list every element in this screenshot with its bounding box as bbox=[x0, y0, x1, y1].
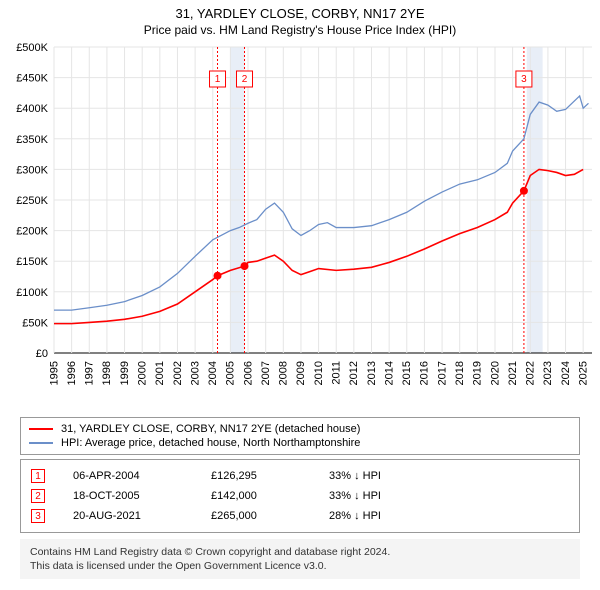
sale-date: 20-AUG-2021 bbox=[73, 510, 183, 522]
svg-text:2014: 2014 bbox=[383, 361, 395, 385]
sale-diff: 28% ↓ HPI bbox=[329, 510, 439, 522]
footer-line: Contains HM Land Registry data © Crown c… bbox=[30, 545, 570, 559]
svg-text:2025: 2025 bbox=[577, 361, 589, 385]
sale-marker-icon: 3 bbox=[31, 509, 45, 523]
svg-text:2005: 2005 bbox=[225, 361, 237, 385]
chart-svg: £0 £50K £100K £150K £200K £250K £300K £350K £400… bbox=[0, 41, 600, 411]
svg-text:£200K: £200K bbox=[16, 226, 48, 238]
legend-label: HPI: Average price, detached house, Nort… bbox=[61, 437, 360, 449]
svg-text:2015: 2015 bbox=[401, 361, 413, 385]
svg-text:2006: 2006 bbox=[242, 361, 254, 385]
title-subtitle: Price paid vs. HM Land Registry's House … bbox=[0, 23, 600, 37]
footer-attribution: Contains HM Land Registry data © Crown c… bbox=[20, 539, 580, 579]
svg-text:2021: 2021 bbox=[507, 361, 519, 385]
svg-text:2004: 2004 bbox=[207, 361, 219, 385]
svg-text:2024: 2024 bbox=[560, 361, 572, 385]
title-block: 31, YARDLEY CLOSE, CORBY, NN17 2YE Price… bbox=[0, 0, 600, 41]
svg-text:2018: 2018 bbox=[454, 361, 466, 385]
svg-text:£450K: £450K bbox=[16, 73, 48, 85]
svg-text:2023: 2023 bbox=[542, 361, 554, 385]
svg-text:2002: 2002 bbox=[172, 361, 184, 385]
svg-text:£0: £0 bbox=[36, 348, 48, 360]
svg-text:£150K: £150K bbox=[16, 256, 48, 268]
sale-marker-icon: 2 bbox=[31, 489, 45, 503]
legend-swatch bbox=[29, 428, 53, 430]
sale-diff: 33% ↓ HPI bbox=[329, 470, 439, 482]
legend: 31, YARDLEY CLOSE, CORBY, NN17 2YE (deta… bbox=[20, 417, 580, 455]
sale-marker-icon: 1 bbox=[31, 469, 45, 483]
svg-text:£250K: £250K bbox=[16, 195, 48, 207]
svg-text:1997: 1997 bbox=[84, 361, 96, 385]
svg-text:2022: 2022 bbox=[525, 361, 537, 385]
svg-text:£400K: £400K bbox=[16, 103, 48, 115]
legend-swatch bbox=[29, 442, 53, 444]
svg-text:2010: 2010 bbox=[313, 361, 325, 385]
sale-row: 2 18-OCT-2005 £142,000 33% ↓ HPI bbox=[31, 486, 569, 506]
svg-text:2007: 2007 bbox=[260, 361, 272, 385]
sale-date: 18-OCT-2005 bbox=[73, 490, 183, 502]
sale-row: 3 20-AUG-2021 £265,000 28% ↓ HPI bbox=[31, 506, 569, 526]
legend-label: 31, YARDLEY CLOSE, CORBY, NN17 2YE (deta… bbox=[61, 423, 360, 435]
svg-text:2000: 2000 bbox=[136, 361, 148, 385]
svg-text:2019: 2019 bbox=[472, 361, 484, 385]
footer-line: This data is licensed under the Open Gov… bbox=[30, 559, 570, 573]
svg-text:2003: 2003 bbox=[189, 361, 201, 385]
svg-text:2016: 2016 bbox=[419, 361, 431, 385]
svg-text:1998: 1998 bbox=[101, 361, 113, 385]
svg-text:£300K: £300K bbox=[16, 164, 48, 176]
title-address: 31, YARDLEY CLOSE, CORBY, NN17 2YE bbox=[0, 6, 600, 21]
svg-text:1: 1 bbox=[215, 74, 221, 85]
svg-text:2009: 2009 bbox=[295, 361, 307, 385]
sale-price: £142,000 bbox=[211, 490, 301, 502]
sale-diff: 33% ↓ HPI bbox=[329, 490, 439, 502]
svg-text:£100K: £100K bbox=[16, 287, 48, 299]
svg-text:2020: 2020 bbox=[489, 361, 501, 385]
svg-text:3: 3 bbox=[521, 74, 527, 85]
sales-table: 1 06-APR-2004 £126,295 33% ↓ HPI 2 18-OC… bbox=[20, 459, 580, 533]
legend-item: HPI: Average price, detached house, Nort… bbox=[29, 436, 571, 450]
svg-text:2: 2 bbox=[242, 74, 248, 85]
svg-text:£350K: £350K bbox=[16, 134, 48, 146]
svg-text:1995: 1995 bbox=[48, 361, 60, 385]
svg-text:2008: 2008 bbox=[278, 361, 290, 385]
svg-text:1996: 1996 bbox=[66, 361, 78, 385]
svg-text:2012: 2012 bbox=[348, 361, 360, 385]
svg-text:2013: 2013 bbox=[366, 361, 378, 385]
svg-text:£500K: £500K bbox=[16, 42, 48, 54]
sale-price: £126,295 bbox=[211, 470, 301, 482]
chart-area: £0 £50K £100K £150K £200K £250K £300K £350K £400… bbox=[0, 41, 600, 411]
svg-text:2017: 2017 bbox=[436, 361, 448, 385]
legend-item: 31, YARDLEY CLOSE, CORBY, NN17 2YE (deta… bbox=[29, 422, 571, 436]
svg-text:1999: 1999 bbox=[119, 361, 131, 385]
sale-date: 06-APR-2004 bbox=[73, 470, 183, 482]
chart-container: 31, YARDLEY CLOSE, CORBY, NN17 2YE Price… bbox=[0, 0, 600, 579]
svg-text:2001: 2001 bbox=[154, 361, 166, 385]
sale-row: 1 06-APR-2004 £126,295 33% ↓ HPI bbox=[31, 466, 569, 486]
svg-text:2011: 2011 bbox=[331, 361, 343, 385]
sale-price: £265,000 bbox=[211, 510, 301, 522]
svg-text:£50K: £50K bbox=[22, 317, 48, 329]
